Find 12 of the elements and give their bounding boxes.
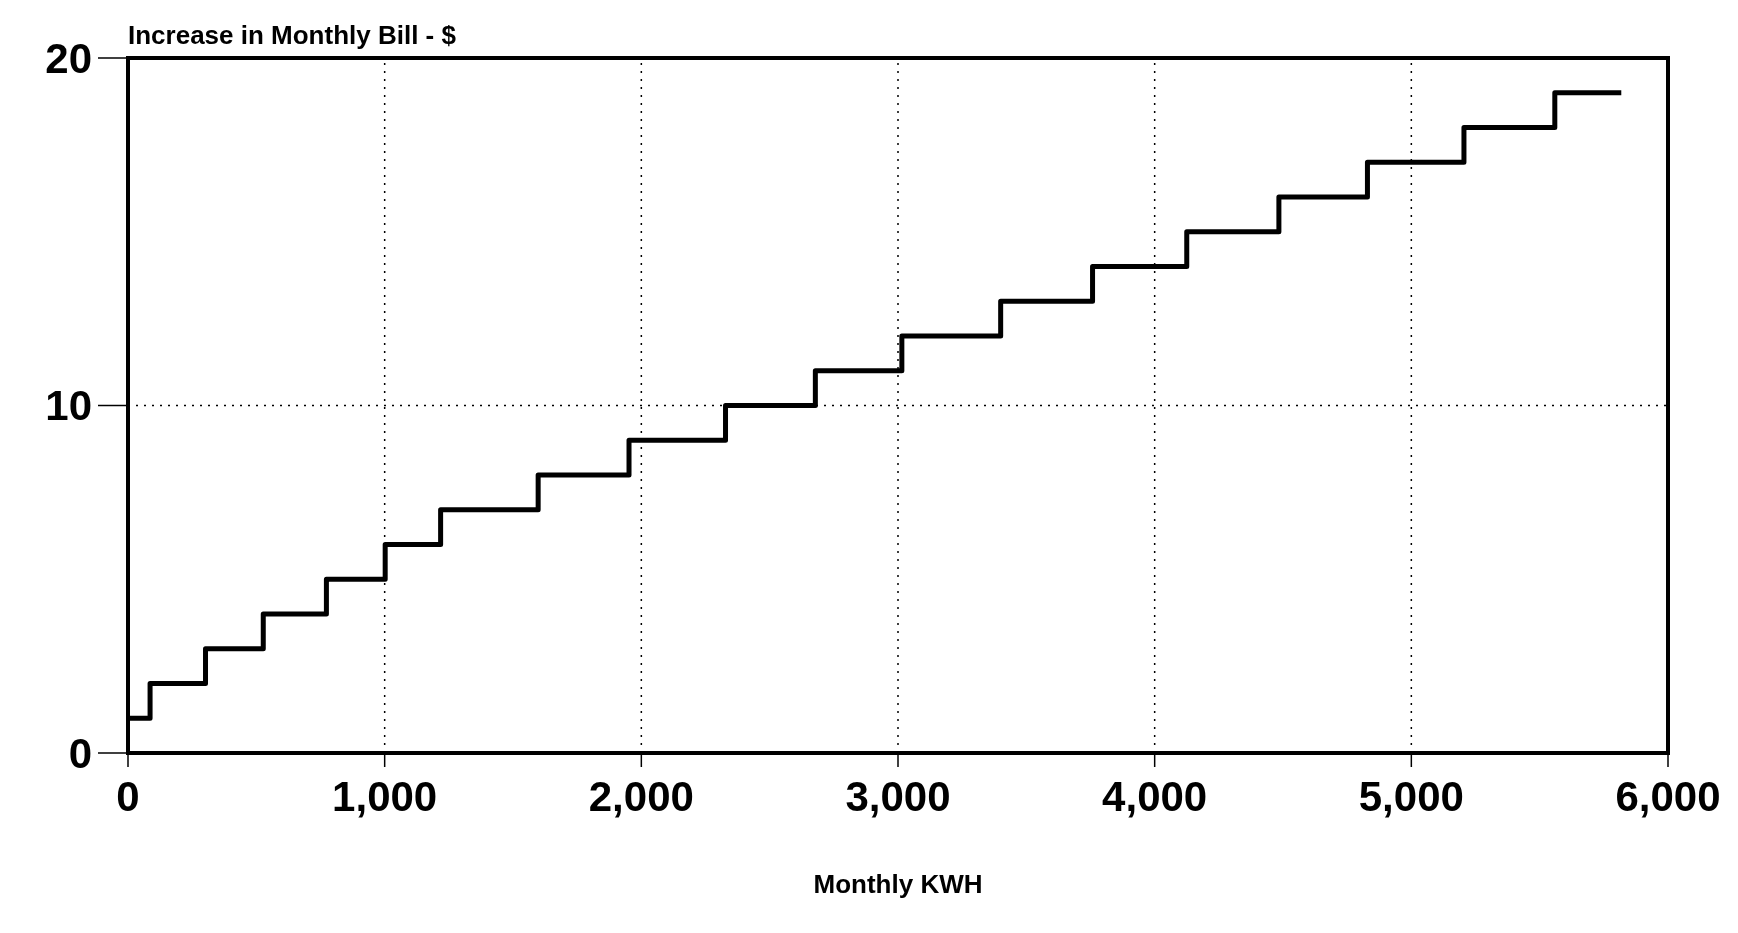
y-axis-title: Increase in Monthly Bill - $ xyxy=(128,20,457,50)
x-tick-label: 6,000 xyxy=(1615,773,1721,820)
y-tick-label: 0 xyxy=(68,729,92,777)
x-tick-label: 1,000 xyxy=(332,773,438,820)
x-tick-label: 5,000 xyxy=(1358,773,1464,820)
x-tick-label: 2,000 xyxy=(588,773,694,820)
x-axis-title: Monthly KWH xyxy=(813,869,983,899)
x-tick-label: 0 xyxy=(116,773,140,820)
x-tick-label: 3,000 xyxy=(845,773,951,820)
x-tick-label: 4,000 xyxy=(1102,773,1208,820)
y-tick-label: 20 xyxy=(45,34,92,82)
y-tick-label: 10 xyxy=(45,382,92,430)
